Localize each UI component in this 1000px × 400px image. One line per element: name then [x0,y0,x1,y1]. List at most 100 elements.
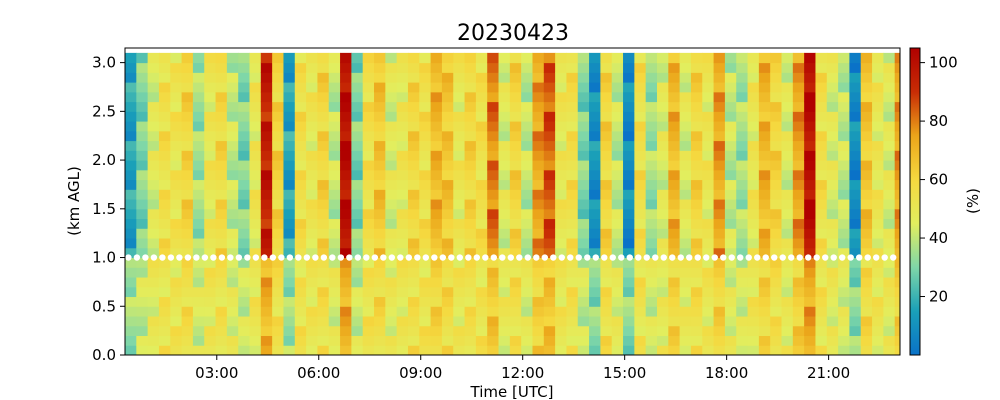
heatmap-cell [181,325,194,337]
heatmap-cell [623,52,635,64]
heatmap-cell [634,345,647,356]
heatmap-cell [645,91,658,103]
heatmap-cell [407,101,420,112]
heatmap-cell [894,72,901,83]
heatmap-cell [577,247,590,259]
heatmap-cell [328,345,341,356]
heatmap-cell [294,316,307,327]
heatmap-cell [136,160,149,171]
height-marker [465,254,472,261]
heatmap-cell [600,160,613,171]
heatmap-cell [498,121,511,132]
heatmap-cell [770,160,783,171]
height-marker [686,254,693,261]
height-marker [592,254,599,261]
heatmap-cell [226,345,239,356]
heatmap-cell [192,101,205,112]
heatmap-cell [260,52,273,64]
heatmap-cell [453,218,466,229]
heatmap-cell [430,296,443,307]
heatmap-cell [804,286,816,298]
heatmap-cell [702,277,715,288]
heatmap-cell [815,267,828,278]
heatmap-cell [860,257,873,268]
heatmap-cell [158,111,171,122]
heatmap-cell [668,267,681,278]
height-marker [431,254,438,261]
heatmap-cell [860,306,873,317]
heatmap-cell [555,101,567,112]
heatmap-cell [283,325,296,337]
x-tick-label: 06:00 [297,364,340,382]
heatmap-cell [407,228,420,239]
heatmap-cell [781,72,794,83]
heatmap-cell [147,277,160,288]
heatmap-cell [509,208,522,220]
heatmap-cell [407,267,420,278]
heatmap-cell [860,345,873,356]
heatmap-cell [792,345,805,356]
heatmap-cell [453,335,466,346]
heatmap-cell [634,316,647,327]
heatmap-cell [781,238,794,249]
heatmap-cell [611,179,624,190]
heatmap-cell [362,189,375,200]
heatmap-cell [577,150,590,161]
heatmap-cell [170,218,183,229]
heatmap-cell [838,111,850,122]
heatmap-cell [849,91,862,103]
height-marker [269,254,277,261]
heatmap-cell [883,111,896,122]
heatmap-cell [860,228,873,239]
heatmap-cell [770,267,783,278]
heatmap-cell [781,189,794,200]
heatmap-cell [815,150,828,161]
heatmap-cell [147,238,160,249]
heatmap-cell [136,277,149,288]
heatmap-cell [317,140,330,151]
heatmap-cell [860,247,873,259]
heatmap-cell [838,247,850,259]
colorbar-tick-label: 40 [929,229,948,247]
heatmap-cell [679,247,692,259]
heatmap-cell [509,121,522,132]
heatmap-cell [555,52,567,64]
height-marker [575,254,582,261]
heatmap-cell [430,72,443,83]
heatmap-cell [555,286,567,298]
heatmap-cell [351,140,364,151]
heatmap-cell [611,228,624,239]
heatmap-cell [826,179,839,190]
heatmap-cell [532,228,545,239]
heatmap-cell [521,160,533,171]
heatmap-cell [158,218,171,229]
heatmap-cell [826,325,839,337]
heatmap-cell [475,335,488,346]
heatmap-cell [600,277,613,288]
heatmap-cell [385,121,398,132]
heatmap-cell [204,325,217,337]
heatmap-cell [872,267,884,278]
heatmap-cell [543,160,556,171]
heatmap-cell [509,267,522,278]
heatmap-cell [656,160,669,171]
heatmap-cell [883,101,896,112]
heatmap-cell [487,228,500,239]
heatmap-cell [679,306,692,317]
heatmap-cell [713,140,726,151]
heatmap-cell [272,296,284,307]
height-marker [388,254,396,261]
heatmap-cell [543,208,556,220]
heatmap-cell [838,150,850,161]
heatmap-cell [125,121,137,132]
heatmap-cell [883,238,896,249]
heatmap-cell [521,130,533,142]
heatmap-cell [668,130,681,142]
heatmap-cell [419,316,432,327]
heatmap-cell [656,306,669,317]
heatmap-cell [487,208,500,220]
heatmap-cell [317,91,330,103]
heatmap-cell [872,218,884,229]
heatmap-cell [283,72,296,83]
height-marker [609,254,616,261]
